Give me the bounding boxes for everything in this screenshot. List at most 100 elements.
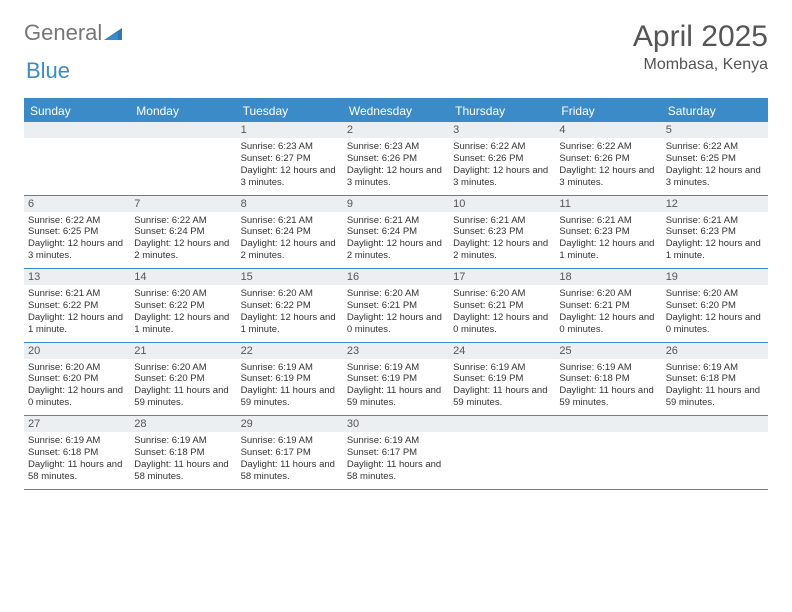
sunrise-text: Sunrise: 6:19 AM xyxy=(28,435,126,447)
day-body: Sunrise: 6:20 AMSunset: 6:21 PMDaylight:… xyxy=(449,285,555,342)
day-body xyxy=(662,432,768,486)
sunrise-text: Sunrise: 6:19 AM xyxy=(559,362,657,374)
sunset-text: Sunset: 6:27 PM xyxy=(241,153,339,165)
week-row: 13Sunrise: 6:21 AMSunset: 6:22 PMDayligh… xyxy=(24,269,768,343)
day-body: Sunrise: 6:20 AMSunset: 6:21 PMDaylight:… xyxy=(555,285,661,342)
day-number: 15 xyxy=(237,269,343,285)
day-number: 4 xyxy=(555,122,661,138)
day-cell xyxy=(449,416,555,489)
day-cell: 30Sunrise: 6:19 AMSunset: 6:17 PMDayligh… xyxy=(343,416,449,489)
day-number: 11 xyxy=(555,196,661,212)
day-cell: 23Sunrise: 6:19 AMSunset: 6:19 PMDayligh… xyxy=(343,343,449,416)
day-number: 8 xyxy=(237,196,343,212)
day-body: Sunrise: 6:19 AMSunset: 6:18 PMDaylight:… xyxy=(24,432,130,489)
daylight-text: Daylight: 12 hours and 1 minute. xyxy=(134,312,232,336)
day-cell: 20Sunrise: 6:20 AMSunset: 6:20 PMDayligh… xyxy=(24,343,130,416)
day-cell: 16Sunrise: 6:20 AMSunset: 6:21 PMDayligh… xyxy=(343,269,449,342)
sunrise-text: Sunrise: 6:22 AM xyxy=(559,141,657,153)
daylight-text: Daylight: 12 hours and 1 minute. xyxy=(666,238,764,262)
day-number: 21 xyxy=(130,343,236,359)
day-body: Sunrise: 6:19 AMSunset: 6:19 PMDaylight:… xyxy=(343,359,449,416)
sunset-text: Sunset: 6:20 PM xyxy=(666,300,764,312)
day-number: 7 xyxy=(130,196,236,212)
day-cell: 13Sunrise: 6:21 AMSunset: 6:22 PMDayligh… xyxy=(24,269,130,342)
sunset-text: Sunset: 6:22 PM xyxy=(28,300,126,312)
sunrise-text: Sunrise: 6:23 AM xyxy=(241,141,339,153)
day-number xyxy=(130,122,236,138)
sunrise-text: Sunrise: 6:21 AM xyxy=(28,288,126,300)
day-cell: 10Sunrise: 6:21 AMSunset: 6:23 PMDayligh… xyxy=(449,196,555,269)
daylight-text: Daylight: 12 hours and 1 minute. xyxy=(241,312,339,336)
sunrise-text: Sunrise: 6:20 AM xyxy=(134,288,232,300)
day-body: Sunrise: 6:22 AMSunset: 6:24 PMDaylight:… xyxy=(130,212,236,269)
day-body: Sunrise: 6:22 AMSunset: 6:26 PMDaylight:… xyxy=(449,138,555,195)
dow-thursday: Thursday xyxy=(449,100,555,122)
weeks-container: 1Sunrise: 6:23 AMSunset: 6:27 PMDaylight… xyxy=(24,122,768,490)
day-body: Sunrise: 6:22 AMSunset: 6:26 PMDaylight:… xyxy=(555,138,661,195)
day-cell: 3Sunrise: 6:22 AMSunset: 6:26 PMDaylight… xyxy=(449,122,555,195)
daylight-text: Daylight: 12 hours and 2 minutes. xyxy=(241,238,339,262)
day-body: Sunrise: 6:20 AMSunset: 6:21 PMDaylight:… xyxy=(343,285,449,342)
sunrise-text: Sunrise: 6:21 AM xyxy=(347,215,445,227)
daylight-text: Daylight: 11 hours and 59 minutes. xyxy=(347,385,445,409)
logo-part2: Blue xyxy=(26,58,70,84)
sunset-text: Sunset: 6:17 PM xyxy=(347,447,445,459)
sunset-text: Sunset: 6:25 PM xyxy=(28,226,126,238)
sunset-text: Sunset: 6:21 PM xyxy=(347,300,445,312)
daylight-text: Daylight: 12 hours and 1 minute. xyxy=(559,238,657,262)
sunrise-text: Sunrise: 6:20 AM xyxy=(241,288,339,300)
sunset-text: Sunset: 6:21 PM xyxy=(453,300,551,312)
daylight-text: Daylight: 12 hours and 3 minutes. xyxy=(666,165,764,189)
daylight-text: Daylight: 12 hours and 3 minutes. xyxy=(241,165,339,189)
sunset-text: Sunset: 6:20 PM xyxy=(28,373,126,385)
sunset-text: Sunset: 6:24 PM xyxy=(347,226,445,238)
sunrise-text: Sunrise: 6:19 AM xyxy=(241,435,339,447)
sunrise-text: Sunrise: 6:20 AM xyxy=(559,288,657,300)
day-cell: 5Sunrise: 6:22 AMSunset: 6:25 PMDaylight… xyxy=(662,122,768,195)
day-body: Sunrise: 6:23 AMSunset: 6:27 PMDaylight:… xyxy=(237,138,343,195)
week-row: 6Sunrise: 6:22 AMSunset: 6:25 PMDaylight… xyxy=(24,196,768,270)
day-cell: 17Sunrise: 6:20 AMSunset: 6:21 PMDayligh… xyxy=(449,269,555,342)
dow-monday: Monday xyxy=(130,100,236,122)
dow-friday: Friday xyxy=(555,100,661,122)
day-body: Sunrise: 6:19 AMSunset: 6:18 PMDaylight:… xyxy=(130,432,236,489)
day-number: 22 xyxy=(237,343,343,359)
day-body: Sunrise: 6:21 AMSunset: 6:23 PMDaylight:… xyxy=(449,212,555,269)
day-number: 24 xyxy=(449,343,555,359)
day-body xyxy=(130,138,236,192)
logo-part1: General xyxy=(24,20,102,46)
day-cell: 18Sunrise: 6:20 AMSunset: 6:21 PMDayligh… xyxy=(555,269,661,342)
title-block: April 2025 Mombasa, Kenya xyxy=(633,20,768,74)
daylight-text: Daylight: 12 hours and 0 minutes. xyxy=(666,312,764,336)
day-number: 20 xyxy=(24,343,130,359)
sunset-text: Sunset: 6:21 PM xyxy=(559,300,657,312)
day-cell: 25Sunrise: 6:19 AMSunset: 6:18 PMDayligh… xyxy=(555,343,661,416)
sunrise-text: Sunrise: 6:19 AM xyxy=(666,362,764,374)
day-cell: 19Sunrise: 6:20 AMSunset: 6:20 PMDayligh… xyxy=(662,269,768,342)
day-cell: 27Sunrise: 6:19 AMSunset: 6:18 PMDayligh… xyxy=(24,416,130,489)
day-body xyxy=(24,138,130,192)
sunrise-text: Sunrise: 6:19 AM xyxy=(453,362,551,374)
day-body: Sunrise: 6:22 AMSunset: 6:25 PMDaylight:… xyxy=(662,138,768,195)
day-cell: 2Sunrise: 6:23 AMSunset: 6:26 PMDaylight… xyxy=(343,122,449,195)
sunset-text: Sunset: 6:24 PM xyxy=(241,226,339,238)
sunset-text: Sunset: 6:19 PM xyxy=(241,373,339,385)
sunrise-text: Sunrise: 6:21 AM xyxy=(453,215,551,227)
day-of-week-row: Sunday Monday Tuesday Wednesday Thursday… xyxy=(24,100,768,122)
day-number xyxy=(449,416,555,432)
day-cell xyxy=(555,416,661,489)
week-row: 27Sunrise: 6:19 AMSunset: 6:18 PMDayligh… xyxy=(24,416,768,490)
daylight-text: Daylight: 12 hours and 1 minute. xyxy=(28,312,126,336)
daylight-text: Daylight: 12 hours and 3 minutes. xyxy=(28,238,126,262)
day-number: 12 xyxy=(662,196,768,212)
sunset-text: Sunset: 6:26 PM xyxy=(559,153,657,165)
day-cell: 26Sunrise: 6:19 AMSunset: 6:18 PMDayligh… xyxy=(662,343,768,416)
sunrise-text: Sunrise: 6:20 AM xyxy=(666,288,764,300)
sunset-text: Sunset: 6:18 PM xyxy=(134,447,232,459)
day-cell: 4Sunrise: 6:22 AMSunset: 6:26 PMDaylight… xyxy=(555,122,661,195)
day-cell: 22Sunrise: 6:19 AMSunset: 6:19 PMDayligh… xyxy=(237,343,343,416)
week-row: 20Sunrise: 6:20 AMSunset: 6:20 PMDayligh… xyxy=(24,343,768,417)
day-cell: 14Sunrise: 6:20 AMSunset: 6:22 PMDayligh… xyxy=(130,269,236,342)
day-body: Sunrise: 6:21 AMSunset: 6:23 PMDaylight:… xyxy=(662,212,768,269)
sunset-text: Sunset: 6:26 PM xyxy=(347,153,445,165)
